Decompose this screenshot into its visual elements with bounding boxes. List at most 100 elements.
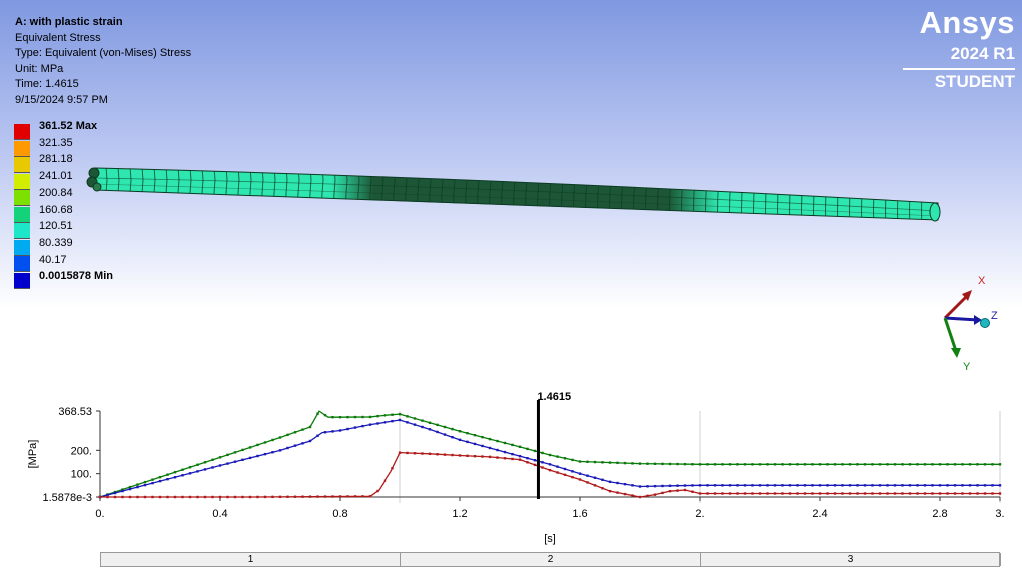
axis-triad[interactable]: X Z Y [920,268,1000,378]
series-marker [256,454,259,458]
series-marker [863,463,867,466]
series-marker [571,470,574,473]
series-marker [511,452,514,456]
series-marker [901,463,904,466]
series-marker [496,439,499,443]
series-marker [856,463,859,466]
graphics-viewport[interactable]: A: with plastic strain Equivalent Stress… [0,0,1022,386]
stress-time-chart[interactable]: 368.53 200. 100. 1.5878e-30. 0.4 0.8 1.2 1.6 2. 2… [0,386,1022,552]
legend-label: 281.18 [39,153,73,166]
step-1[interactable]: 1 [101,553,401,566]
legend-swatch [14,272,30,289]
series-marker [653,462,657,466]
legend-color-bar [14,124,30,289]
x-tick-label: 1.6 [572,508,587,520]
series-marker [466,454,469,458]
legend-swatch [14,190,30,206]
legend-swatch [14,223,30,239]
series-marker [436,430,439,434]
series-marker [556,455,559,458]
series-marker [383,479,387,482]
series-marker [938,484,942,487]
series-marker [188,495,192,499]
series-marker [571,475,574,479]
series-marker [503,457,507,460]
series-marker [683,488,687,492]
series-marker [788,492,792,495]
series-marker [631,494,634,497]
series-marker [271,451,274,454]
legend-swatch [14,239,30,256]
series-marker [451,453,454,457]
series-marker [286,433,289,437]
time-cursor-label: 1.4615 [537,391,571,403]
legend-label: 241.01 [39,170,73,183]
series-marker [121,495,124,499]
series-marker [713,463,717,466]
series-marker [931,463,934,466]
series-marker [188,472,192,475]
series-marker [623,492,627,496]
step-3[interactable]: 3 [701,553,1001,566]
series-marker [226,495,229,499]
series-marker [998,463,1002,466]
legend-swatch [14,173,30,190]
series-marker [713,492,717,495]
series-marker [781,492,784,495]
series-marker [458,438,462,442]
result-graph-panel[interactable]: 368.53 200. 100. 1.5878e-3 0. 0.4 0.8 1.2 1.6 2. 2… [0,386,1022,580]
series-marker [833,484,837,487]
x-tick-label: 0.4 [212,508,227,520]
series-marker [721,492,724,495]
series-marker [608,461,612,464]
series-marker [736,484,739,487]
x-tick-label: 2.8 [932,508,947,520]
series-marker [421,452,424,455]
series-marker [188,466,192,469]
series-marker [316,412,319,415]
series-marker [248,456,252,460]
series-marker [518,458,522,461]
series-marker [841,492,844,495]
series-marker [533,449,537,453]
series-marker [826,484,829,487]
series-marker [113,495,117,499]
series-marker [548,463,552,466]
series-marker [158,479,162,483]
series-marker [158,495,162,499]
series-marker [526,461,529,464]
series-marker [946,492,949,495]
series-marker [623,482,627,486]
beam-model[interactable] [0,0,1022,386]
series-marker [481,444,484,448]
series-marker [473,433,477,437]
series-marker [488,446,492,450]
series-marker [668,489,672,493]
series-marker [466,440,469,444]
series-marker [241,495,244,499]
x-tick-label: 2. [695,508,704,520]
series-marker [128,485,132,489]
series-marker [676,484,679,487]
series-marker [601,478,604,481]
series-marker [301,442,304,445]
y-axis-label: [MPa] [27,440,39,469]
series-marker [706,492,709,495]
series-marker [661,484,664,488]
series-marker [271,495,274,499]
series-marker [421,425,424,429]
series-marker [691,490,694,493]
series-marker [601,487,604,490]
series-marker [713,484,717,487]
series-marker [368,415,372,419]
x-tick-label: 0.8 [332,508,347,520]
series-marker [278,436,282,439]
series-marker [143,483,147,487]
legend-swatch [14,206,30,223]
step-2[interactable]: 2 [401,553,701,566]
x-tick-label: 0. [95,508,104,520]
series-marker [683,484,687,487]
series-marker [241,458,244,462]
series-marker [473,454,477,458]
